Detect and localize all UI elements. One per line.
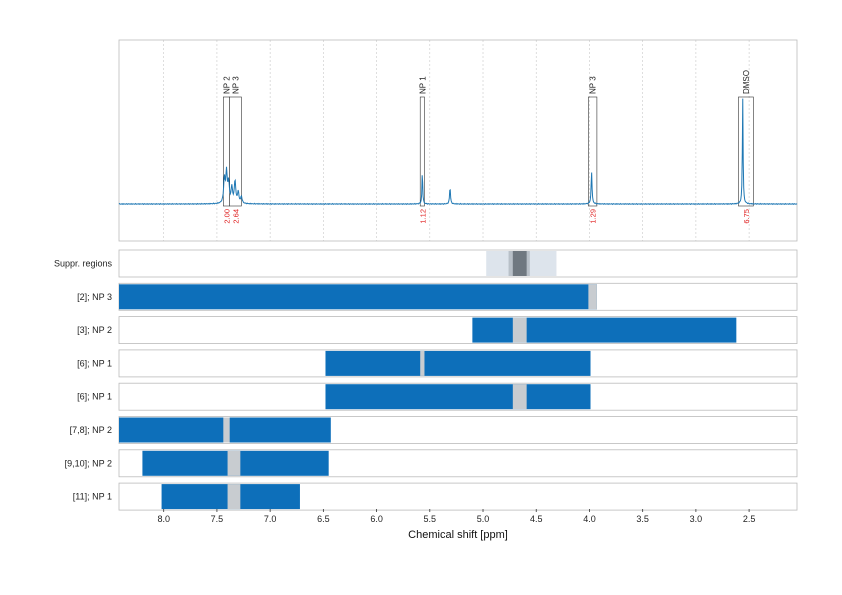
row-label: [11]; NP 1 — [73, 492, 112, 502]
x-tick-label: 4.5 — [530, 514, 543, 524]
x-axis-label: Chemical shift [ppm] — [408, 529, 508, 541]
region-gap — [227, 450, 241, 476]
x-tick-label: 5.0 — [477, 514, 490, 524]
peak-label: NP 3 — [232, 76, 241, 94]
x-tick-label: 7.5 — [211, 514, 224, 524]
peak-label: NP 1 — [418, 76, 427, 94]
x-tick-label: 8.0 — [157, 514, 170, 524]
x-axis: 8.0 7.5 7.0 6.5 6.0 5.5 5.0 4.5 4.0 3.5 3.0 2.5 — [157, 509, 755, 524]
row-label: [7,8]; NP 2 — [70, 425, 112, 435]
x-tick-label: 3.5 — [636, 514, 649, 524]
region-gap — [588, 284, 597, 310]
annotation-box — [223, 96, 230, 207]
x-tick-label: 5.5 — [424, 514, 437, 524]
region-gap — [227, 484, 241, 510]
x-tick-label: 4.0 — [583, 514, 596, 524]
region-bar — [325, 384, 591, 410]
row-label: [6]; NP 1 — [77, 358, 112, 368]
integral-label: 1.29 — [589, 209, 598, 224]
row-frame — [118, 249, 798, 278]
integral-label: 2.00 — [223, 209, 232, 224]
row-label: [2]; NP 3 — [77, 292, 112, 302]
region-gap — [223, 417, 230, 443]
region-rows: Suppr. regions [2]; NP 3 [3]; NP 2 [6]; NP … — [54, 249, 798, 511]
peak-label: DMSO — [742, 70, 751, 94]
integral-label: 2.64 — [232, 209, 241, 224]
row-label: [9,10]; NP 2 — [65, 458, 112, 468]
region-gap — [512, 317, 527, 343]
region-gap — [512, 384, 527, 410]
row-label: Suppr. regions — [54, 259, 113, 269]
peak-label: NP 3 — [589, 76, 598, 94]
x-tick-label: 6.5 — [317, 514, 330, 524]
row-label: [3]; NP 2 — [77, 325, 112, 335]
annotation-box — [229, 96, 242, 207]
spectrum-line — [118, 98, 798, 206]
integral-label: 6.75 — [742, 209, 751, 224]
peak-annotations: NP 2 2.00 NP 3 2.64 NP 1 1.12 NP 3 1.29 DMSO 6.75 — [223, 70, 754, 224]
x-tick-label: 7.0 — [264, 514, 277, 524]
annotation-box — [588, 96, 598, 207]
row-label: [6]; NP 1 — [77, 392, 112, 402]
x-tick-label: 3.0 — [690, 514, 703, 524]
region-gap — [420, 350, 425, 376]
annotation-box — [738, 96, 754, 207]
region-bar — [325, 350, 591, 376]
region-bar — [472, 317, 737, 343]
x-tick-label: 6.0 — [370, 514, 383, 524]
region-bar — [119, 284, 597, 310]
suppr-region-inner — [512, 251, 527, 276]
grid-lines — [163, 40, 750, 241]
peak-label: NP 2 — [223, 76, 232, 94]
spectrum-panel-frame — [118, 39, 798, 242]
annotation-box — [419, 96, 425, 207]
integral-label: 1.12 — [418, 209, 427, 224]
x-tick-label: 2.5 — [743, 514, 756, 524]
